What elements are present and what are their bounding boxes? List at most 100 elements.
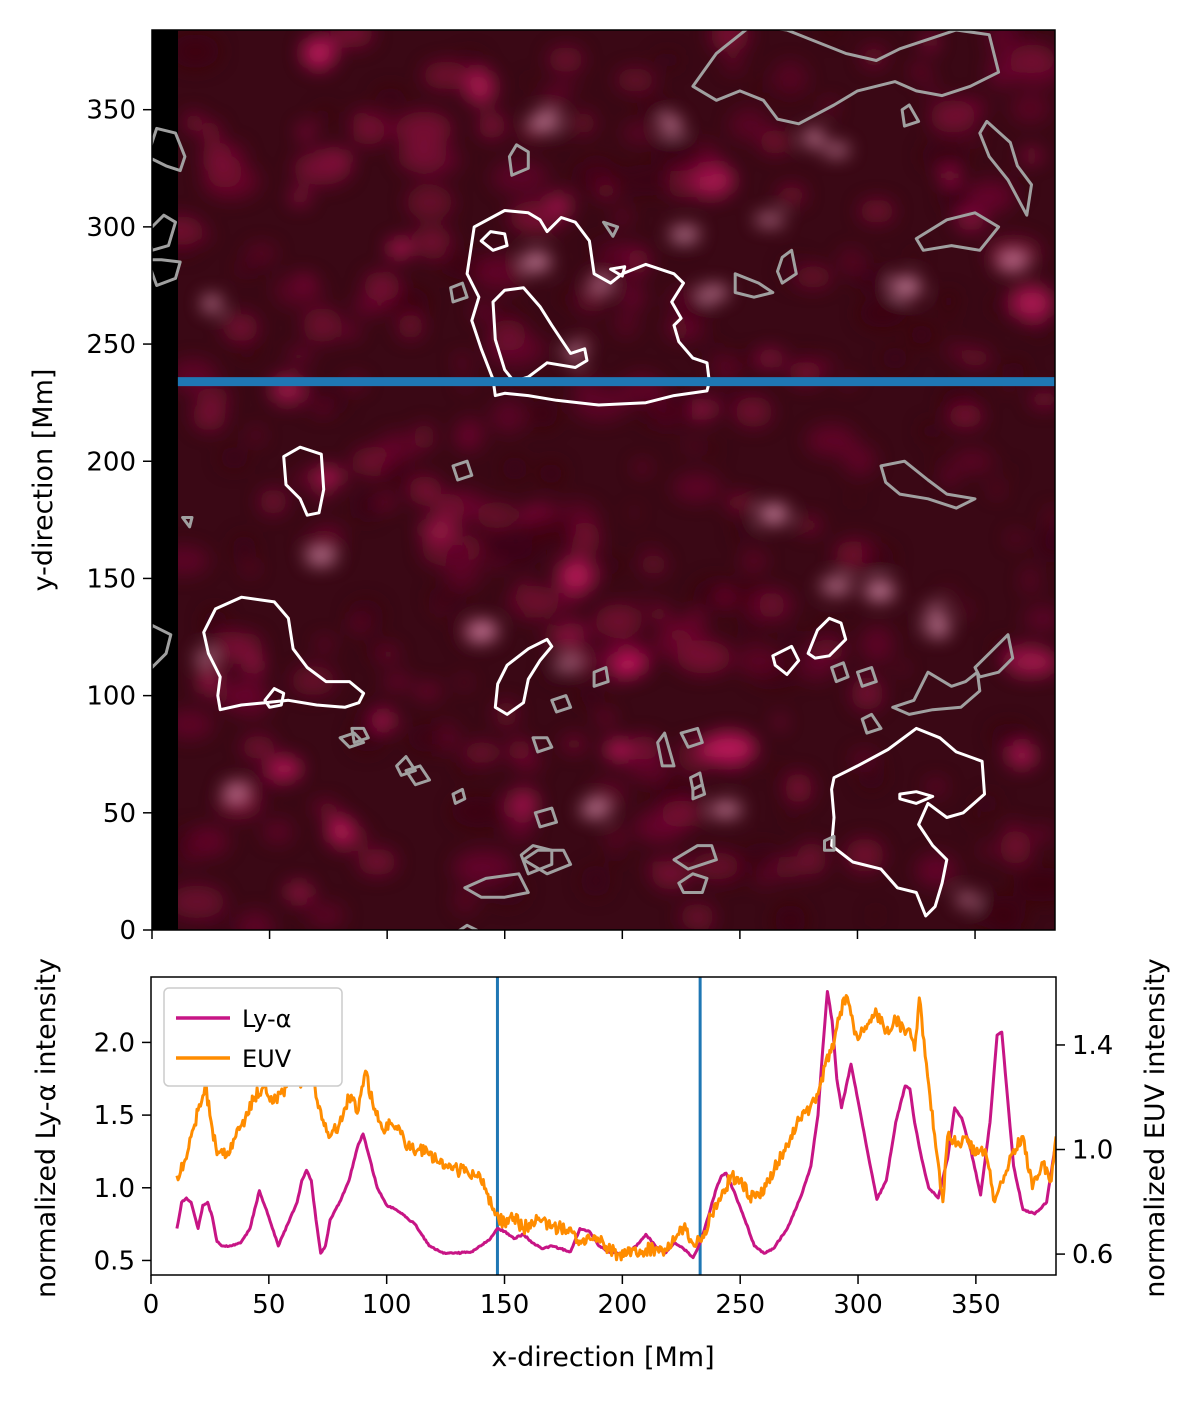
network-blob <box>486 559 505 570</box>
network-blob <box>920 421 941 440</box>
network-blob <box>374 87 407 106</box>
contour-weak <box>891 670 982 716</box>
network-blob <box>302 531 341 559</box>
network-blob <box>990 723 1028 747</box>
network-blob <box>353 296 375 317</box>
contour-weak <box>522 848 573 876</box>
network-blob <box>396 111 453 148</box>
contour-weak <box>776 248 798 285</box>
network-blob <box>518 511 577 547</box>
network-blob <box>1037 524 1055 559</box>
network-blob <box>1005 820 1022 837</box>
network-blob <box>860 546 895 568</box>
network-blob <box>428 585 467 608</box>
network-blob <box>259 488 288 515</box>
bright-point <box>305 551 335 565</box>
network-blob <box>881 346 909 370</box>
legend-lya-label: Ly-α <box>242 1005 291 1033</box>
network-blob <box>858 298 907 328</box>
network-blob <box>408 475 442 505</box>
profile-right-y-axis-label: normalized EUV intensity <box>1140 958 1171 1298</box>
network-blob <box>434 602 445 614</box>
network-blob <box>991 298 1016 314</box>
network-blob <box>1029 390 1055 408</box>
network-blob <box>609 853 623 864</box>
network-blob <box>870 909 881 922</box>
network-blob <box>263 820 293 844</box>
contour-weak <box>602 220 620 238</box>
network-blob <box>741 551 767 571</box>
network-blob <box>419 229 447 261</box>
profile-x-tick-label: 0 <box>143 1290 160 1320</box>
network-blob <box>744 590 786 621</box>
network-blob <box>1024 606 1055 632</box>
contour-strong <box>282 445 326 517</box>
contour-weak <box>733 272 775 299</box>
contour-weak <box>691 30 1001 126</box>
network-blob <box>942 470 956 485</box>
map-y-tick-label: 350 <box>86 96 136 126</box>
contour-weak <box>914 211 1001 252</box>
network-blob <box>620 283 645 310</box>
network-blob <box>946 345 966 357</box>
contour-weak <box>879 459 977 510</box>
network-blob <box>445 542 468 564</box>
network-blob <box>365 697 386 719</box>
map-y-axis-label: y-direction [Mm] <box>28 369 59 592</box>
network-blob <box>247 427 265 444</box>
network-blob <box>507 788 538 820</box>
network-blob <box>313 801 338 815</box>
network-blob <box>538 463 564 484</box>
network-blob <box>549 592 581 614</box>
network-blob <box>408 723 448 753</box>
contour-weak <box>152 623 173 669</box>
network-blob <box>455 355 469 368</box>
map-y-tick-label: 200 <box>86 447 136 477</box>
network-blob <box>940 168 959 183</box>
network-blob <box>1006 532 1025 544</box>
network-blob <box>189 50 204 65</box>
contour-weak <box>656 731 676 768</box>
contour-strong <box>609 265 627 278</box>
contour-strong <box>491 286 589 384</box>
network-blob <box>267 756 302 781</box>
network-blob <box>307 902 346 928</box>
network-blob <box>650 777 697 807</box>
network-blob <box>330 30 374 48</box>
profile-right-y-ticks: 0.6 1.0 1.4 <box>1056 1031 1113 1270</box>
contour-weak <box>507 143 530 177</box>
network-blob <box>188 826 230 857</box>
network-blob <box>219 693 235 707</box>
network-blob <box>806 424 857 456</box>
profile-right-y-tick-label: 0.6 <box>1072 1240 1113 1270</box>
network-blob <box>691 852 741 880</box>
network-blob <box>851 676 884 711</box>
network-blob <box>363 271 401 302</box>
network-blob <box>397 137 448 173</box>
contour-weak <box>463 872 530 899</box>
bright-point <box>956 893 978 906</box>
network-blob <box>774 716 786 728</box>
bright-point <box>926 617 950 637</box>
slit-boundaries <box>495 977 702 1275</box>
network-blob <box>752 81 766 97</box>
bright-point <box>566 345 585 362</box>
network-blob <box>916 854 957 887</box>
contour-weak <box>978 119 1033 217</box>
network-blob <box>717 588 733 607</box>
network-blob <box>735 396 773 428</box>
network-blob <box>910 619 921 630</box>
network-blob <box>939 291 959 308</box>
contour-strong <box>806 616 848 660</box>
network-blob <box>909 324 934 346</box>
network-blob <box>634 462 650 474</box>
contour-weak <box>973 633 1015 679</box>
network-blob <box>397 313 424 339</box>
network-blob <box>705 442 721 456</box>
network-blob <box>557 557 595 594</box>
bright-point <box>669 226 701 239</box>
contour-weak <box>152 126 187 173</box>
network-blob <box>895 664 910 673</box>
network-blob <box>1003 646 1054 677</box>
